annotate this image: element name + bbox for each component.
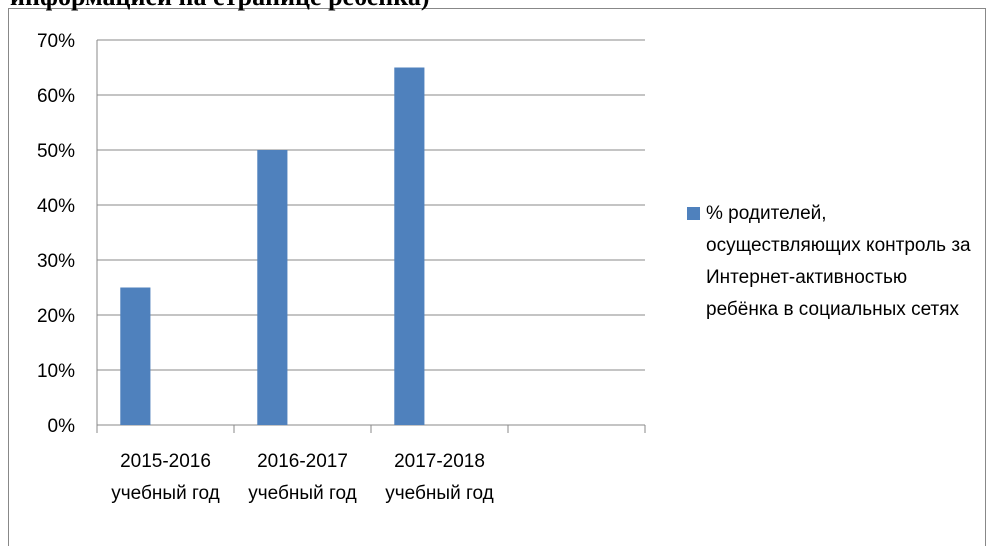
x-tick-label: 2015-2016 учебный год: [111, 451, 220, 504]
bar: [120, 287, 151, 425]
bar: [394, 67, 425, 425]
y-tick-label: 40%: [37, 196, 75, 217]
chart-border: [8, 8, 986, 546]
y-tick-label: 30%: [37, 251, 75, 272]
header-text: информацией на странице ребенка): [10, 0, 430, 11]
y-tick-label: 70%: [37, 31, 75, 52]
x-tick-label: 2017-2018 учебный год: [385, 451, 494, 504]
legend-label: % родителей, осуществляющих контроль за …: [706, 203, 971, 320]
bar: [257, 150, 288, 425]
y-tick-label: 10%: [37, 361, 75, 382]
y-tick-label: 0%: [48, 416, 76, 437]
legend-swatch: [687, 207, 700, 220]
x-tick-label: 2016-2017 учебный год: [248, 451, 357, 504]
y-tick-label: 20%: [37, 306, 75, 327]
y-tick-label: 60%: [37, 86, 75, 107]
y-tick-label: 50%: [37, 141, 75, 162]
